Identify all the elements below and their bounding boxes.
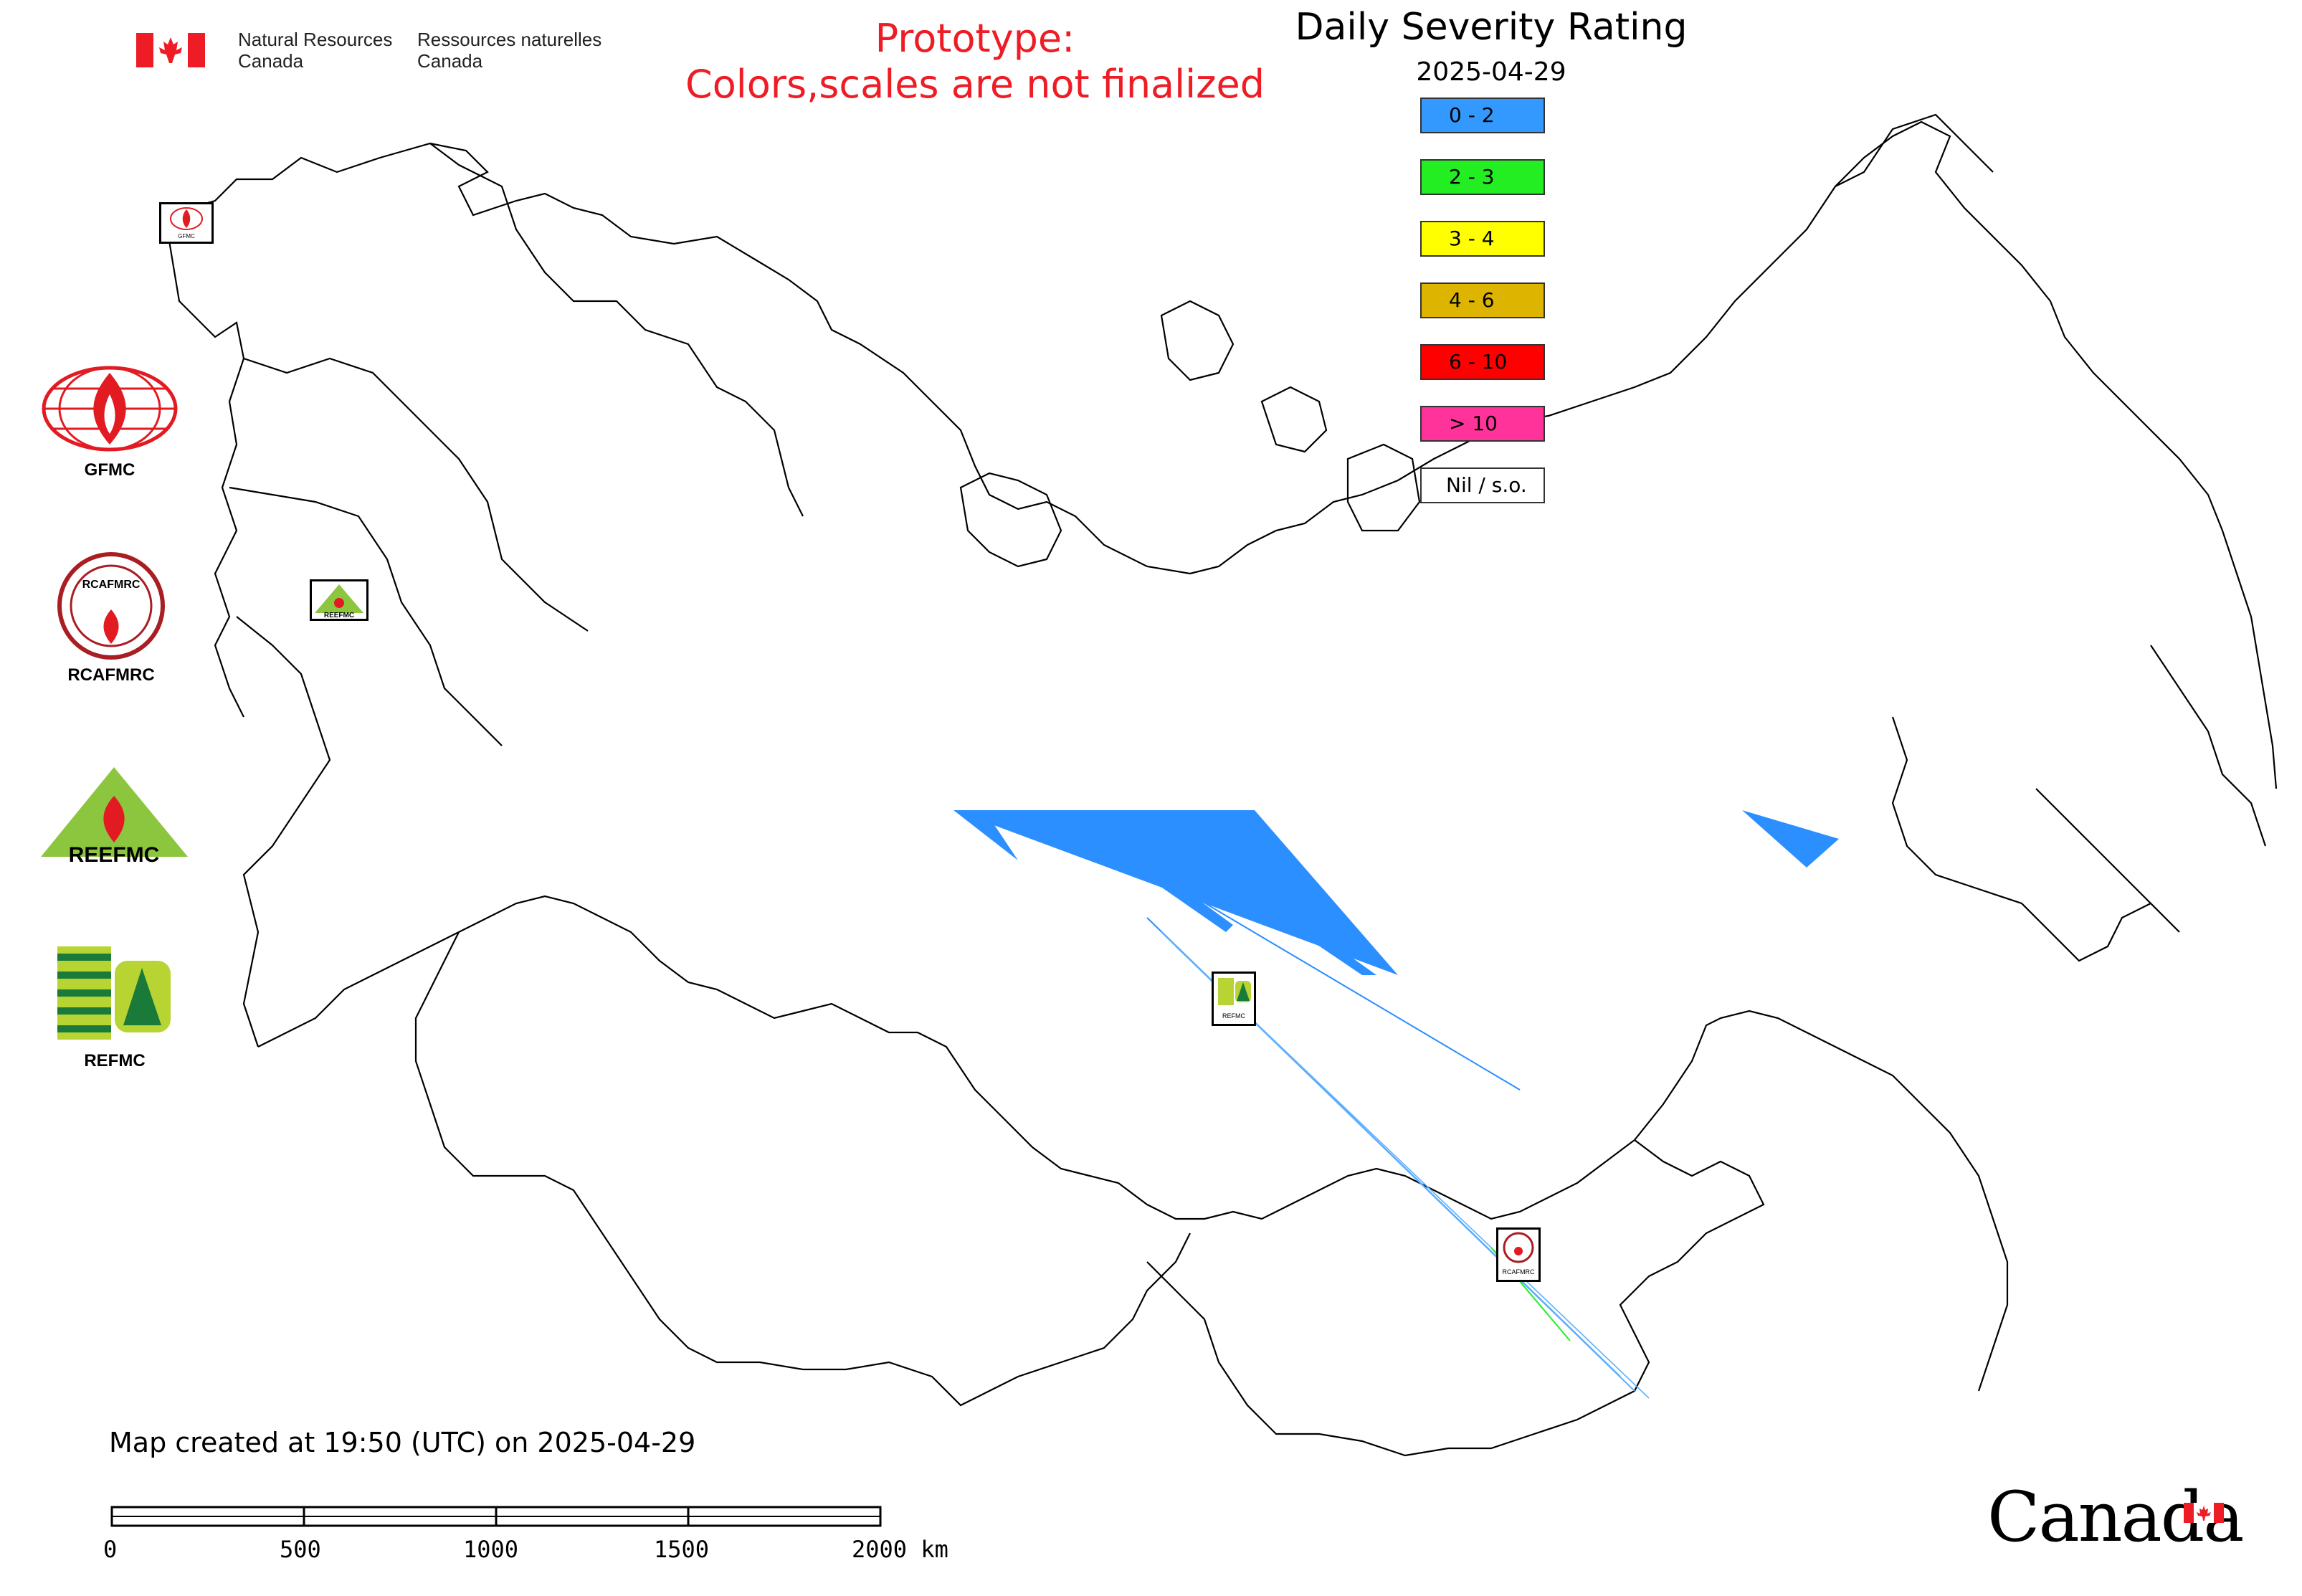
rcafmrc-marker-icon <box>1503 1232 1534 1263</box>
legend-label: > 10 <box>1449 412 1498 435</box>
refmc-marker[interactable]: REFMC <box>1212 972 1256 1026</box>
prototype-line1: Prototype: <box>875 16 1075 61</box>
legend-item-3-4: 3 - 4 <box>1420 221 1545 257</box>
prototype-line2: Colors,scales are not finalized <box>685 62 1265 107</box>
gfmc-logo: GFMC <box>42 366 178 480</box>
gfmc-marker[interactable]: GFMC <box>159 202 214 244</box>
nrcan-english: Natural Resources Canada <box>238 29 392 72</box>
legend-item-4-6: 4 - 6 <box>1420 282 1545 318</box>
map-date: 2025-04-29 <box>1416 57 1566 87</box>
nrcan-signature <box>136 33 205 70</box>
legend-item-2-3: 2 - 3 <box>1420 159 1545 195</box>
prototype-warning: Prototype: Colors,scales are not finaliz… <box>645 16 1305 108</box>
map-title: Daily Severity Rating <box>1295 6 1688 49</box>
rcafmrc-logo: RCAFMRC RCAFMRC <box>50 552 172 685</box>
reefmc-marker-icon: REEFMC <box>315 584 363 619</box>
refmc-marker-icon <box>1218 978 1251 1005</box>
gfmc-marker-icon <box>170 207 203 230</box>
legend-item-nil: Nil / s.o. <box>1420 467 1545 503</box>
marker-label: REFMC <box>1222 1012 1245 1020</box>
nrcan-en-line1: Natural Resources <box>238 29 393 50</box>
dsr-raster <box>953 810 1839 1399</box>
legend-label: 4 - 6 <box>1449 288 1495 312</box>
reefmc-logo-text: REEFMC <box>69 843 160 867</box>
reefmc-logo-icon: REEFMC <box>41 767 188 867</box>
nrcan-fr-line2: Canada <box>417 50 483 72</box>
legend-item-6-10: 6 - 10 <box>1420 344 1545 380</box>
marker-label: GFMC <box>178 233 195 239</box>
map-created-note: Map created at 19:50 (UTC) on 2025-04-29 <box>109 1427 696 1458</box>
scale-label-0: 0 <box>103 1536 118 1563</box>
rcafmrc-logo-icon: RCAFMRC <box>57 552 165 660</box>
reefmc-logo: REEFMC <box>37 767 191 870</box>
rcafmrc-marker[interactable]: RCAFMRC <box>1496 1227 1541 1282</box>
legend-label: 0 - 2 <box>1449 103 1495 127</box>
legend-label: 3 - 4 <box>1449 227 1495 250</box>
legend-label: Nil / s.o. <box>1446 473 1527 497</box>
legend-item-gt-10: > 10 <box>1420 406 1545 442</box>
country-borders <box>163 113 2278 1457</box>
scale-label-500: 500 <box>280 1536 321 1563</box>
gfmc-label: GFMC <box>84 460 135 480</box>
refmc-logo-icon <box>57 946 171 1040</box>
svg-text:RCAFMRC: RCAFMRC <box>82 579 141 591</box>
scale-label-1500: 1500 <box>654 1536 710 1563</box>
legend-item-0-2: 0 - 2 <box>1420 98 1545 133</box>
rcafmrc-label: RCAFMRC <box>67 665 155 685</box>
scale-bar <box>110 1506 882 1527</box>
scale-label-1000: 1000 <box>463 1536 519 1563</box>
nrcan-french: Ressources naturelles Canada <box>417 29 601 72</box>
legend-label: 2 - 3 <box>1449 165 1495 189</box>
legend-label: 6 - 10 <box>1449 350 1508 374</box>
nrcan-en-line2: Canada <box>238 50 304 72</box>
gfmc-logo-icon <box>42 366 178 452</box>
dsr-band-0-2-east <box>1742 810 1839 868</box>
refmc-logo: REFMC <box>57 946 172 1071</box>
nrcan-fr-line1: Ressources naturelles <box>417 29 602 50</box>
canada-flag-icon <box>136 33 205 67</box>
marker-label: REEFMC <box>324 612 354 619</box>
reefmc-marker[interactable]: REEFMC <box>310 579 368 621</box>
refmc-label: REFMC <box>84 1051 146 1070</box>
marker-label: RCAFMRC <box>1502 1268 1535 1276</box>
canada-wordmark-flag-icon <box>2184 1503 2224 1523</box>
scale-label-2000: 2000 km <box>852 1536 948 1563</box>
